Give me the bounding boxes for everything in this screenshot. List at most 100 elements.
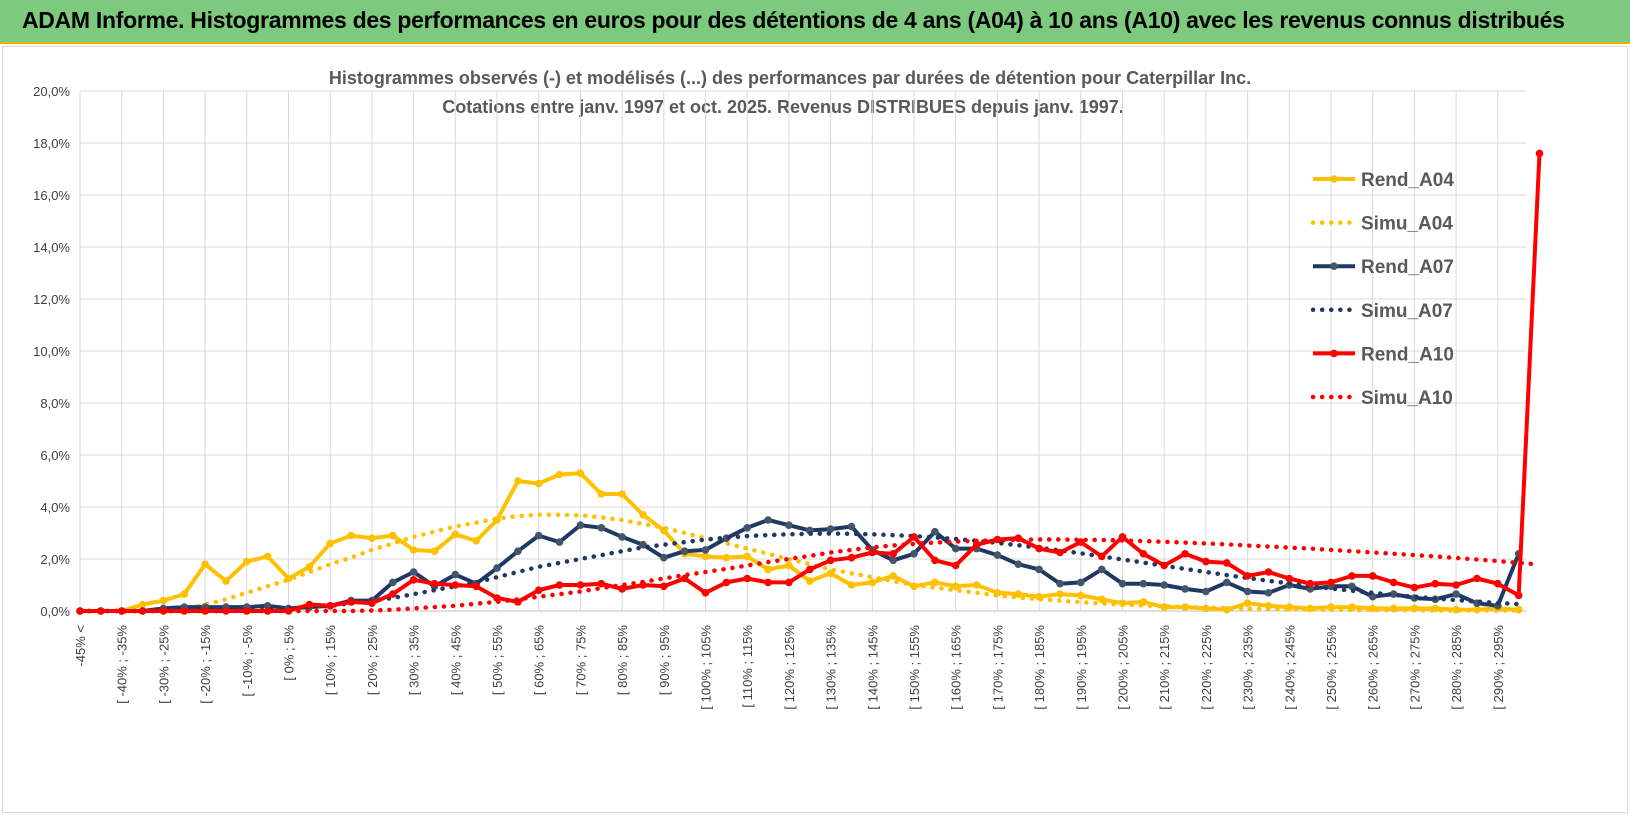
data-point-rend-a10 — [1160, 561, 1168, 570]
x-tick-label: [ 10% ; 15% — [323, 625, 338, 696]
x-tick-label: [ 280% ; 285% — [1449, 625, 1464, 710]
data-point-rend-a10 — [847, 553, 856, 562]
x-tick-label: [ 40% ; 45% — [448, 625, 463, 696]
data-point-rend-a07 — [555, 538, 564, 546]
y-tick-label: 0,0% — [40, 604, 70, 619]
data-point-rend-a10 — [1264, 568, 1273, 576]
data-point-rend-a10 — [931, 556, 939, 565]
x-tick-label: [ -10% ; -5% — [240, 625, 255, 697]
data-point-rend-a10 — [1056, 548, 1064, 557]
chart-area: Histogrammes observés (-) et modélisés (… — [2, 46, 1628, 813]
x-tick-label: [ 170% ; 175% — [990, 625, 1005, 710]
data-point-rend-a04 — [514, 477, 522, 485]
data-point-rend-a10 — [368, 599, 376, 607]
series-layer — [76, 149, 1544, 615]
data-point-rend-a10 — [117, 607, 126, 615]
data-point-rend-a07 — [910, 550, 918, 558]
data-point-rend-a10 — [326, 602, 335, 610]
data-point-rend-a10 — [1181, 550, 1189, 558]
y-axis-ticks: 0,0% 2,0% 4,0% 6,0% 8,0% 10,0% 12,0% 14,0% 16,0%… — [33, 84, 70, 619]
data-point-rend-a07 — [764, 516, 772, 524]
data-point-rend-a10 — [1285, 574, 1294, 583]
x-tick-label: [ 20% ; 25% — [365, 625, 380, 696]
y-tick-label: 8,0% — [40, 396, 70, 411]
legend-label-simu-a07: Simu_A07 — [1361, 301, 1453, 322]
y-tick-label: 12,0% — [33, 292, 70, 307]
x-tick-label: [ 140% ; 145% — [865, 625, 880, 710]
data-point-rend-a07 — [1056, 579, 1064, 588]
x-tick-label: [ 120% ; 125% — [782, 625, 797, 710]
data-point-rend-a10 — [409, 576, 418, 584]
data-point-rend-a10 — [1452, 581, 1460, 589]
data-point-rend-a04 — [1514, 605, 1523, 614]
y-tick-label: 4,0% — [40, 500, 70, 515]
x-tick-label: [ 180% ; 185% — [1032, 625, 1047, 710]
data-point-rend-a04 — [618, 490, 626, 498]
legend-label-rend-a07: Rend_A07 — [1361, 257, 1454, 278]
data-point-rend-a10 — [1223, 559, 1231, 567]
data-point-rend-a07 — [451, 570, 460, 579]
data-point-rend-a07 — [847, 522, 856, 531]
y-tick-label: 18,0% — [33, 136, 70, 151]
data-point-rend-a10 — [826, 556, 835, 565]
data-point-rend-a04 — [555, 470, 564, 479]
data-point-rend-a10 — [785, 578, 793, 587]
data-point-rend-a07 — [1243, 587, 1252, 596]
x-tick-label: [ 240% ; 245% — [1282, 625, 1297, 710]
data-point-rend-a10 — [1243, 572, 1252, 580]
y-tick-label: 2,0% — [40, 552, 70, 567]
x-tick-label: [ 90% ; 95% — [657, 625, 672, 696]
data-point-rend-a10 — [722, 578, 731, 587]
data-point-rend-a04 — [847, 581, 856, 589]
data-point-rend-a07 — [680, 547, 689, 555]
data-point-rend-a04 — [368, 534, 376, 542]
data-point-rend-a07 — [1202, 587, 1210, 596]
data-point-rend-a04 — [451, 530, 460, 539]
data-point-rend-a10 — [1410, 583, 1419, 592]
data-point-rend-a04 — [1097, 595, 1106, 604]
legend-label-simu-a10: Simu_A10 — [1361, 388, 1453, 409]
x-tick-label: [ 160% ; 165% — [949, 625, 964, 710]
data-point-rend-a07 — [1118, 579, 1127, 588]
data-point-rend-a10 — [910, 533, 918, 541]
data-point-rend-a07 — [1264, 589, 1273, 597]
chart-subtitle: Cotations entre janv. 1997 et oct. 2025.… — [442, 97, 1124, 117]
data-point-rend-a10 — [1327, 578, 1335, 587]
data-point-rend-a10 — [1494, 579, 1502, 588]
data-point-rend-a04 — [576, 469, 585, 478]
legend: Rend_A04 Simu_A04 Rend_A07 Simu_A07 Rend_A10… — [1310, 170, 1454, 409]
data-point-rend-a10 — [534, 586, 543, 594]
data-point-rend-a07 — [826, 525, 835, 533]
data-point-rend-a07 — [1077, 578, 1085, 587]
data-point-rend-a07 — [951, 544, 960, 553]
data-point-rend-a10 — [701, 589, 710, 597]
x-tick-label: -45% < — [73, 625, 88, 667]
data-point-rend-a10 — [972, 540, 981, 549]
data-point-rend-a07 — [931, 527, 939, 536]
data-point-rend-a07 — [618, 533, 626, 541]
data-point-rend-a10 — [576, 581, 585, 589]
data-point-rend-a07 — [1160, 581, 1168, 589]
x-tick-label: [ 0% ; 5% — [282, 625, 297, 681]
data-point-rend-a04 — [1014, 590, 1023, 598]
data-point-rend-a10 — [1514, 591, 1523, 600]
data-point-rend-a04 — [764, 565, 772, 574]
x-tick-label: [ 290% ; 295% — [1491, 625, 1506, 710]
data-point-rend-a10 — [555, 581, 564, 589]
data-point-rend-a04 — [263, 552, 272, 561]
x-tick-label: [ 30% ; 35% — [407, 625, 422, 696]
line-chart: Histogrammes observés (-) et modélisés (… — [33, 68, 1544, 710]
data-point-rend-a04 — [430, 547, 439, 555]
series-line-rend-a04 — [80, 471, 1519, 613]
x-tick-label: [ 270% ; 275% — [1407, 625, 1422, 710]
data-point-rend-a04 — [1056, 590, 1064, 598]
legend-label-rend-a04: Rend_A04 — [1361, 170, 1454, 191]
data-point-rend-a10 — [764, 578, 772, 587]
y-tick-label: 6,0% — [40, 448, 70, 463]
data-point-rend-a04 — [1160, 603, 1168, 611]
series-line-simu-a07 — [77, 531, 1521, 614]
data-point-rend-a10 — [806, 565, 814, 574]
x-tick-label: [ -40% ; -35% — [115, 625, 130, 704]
data-point-rend-a07 — [1181, 585, 1189, 593]
data-point-rend-a04 — [1243, 599, 1252, 607]
